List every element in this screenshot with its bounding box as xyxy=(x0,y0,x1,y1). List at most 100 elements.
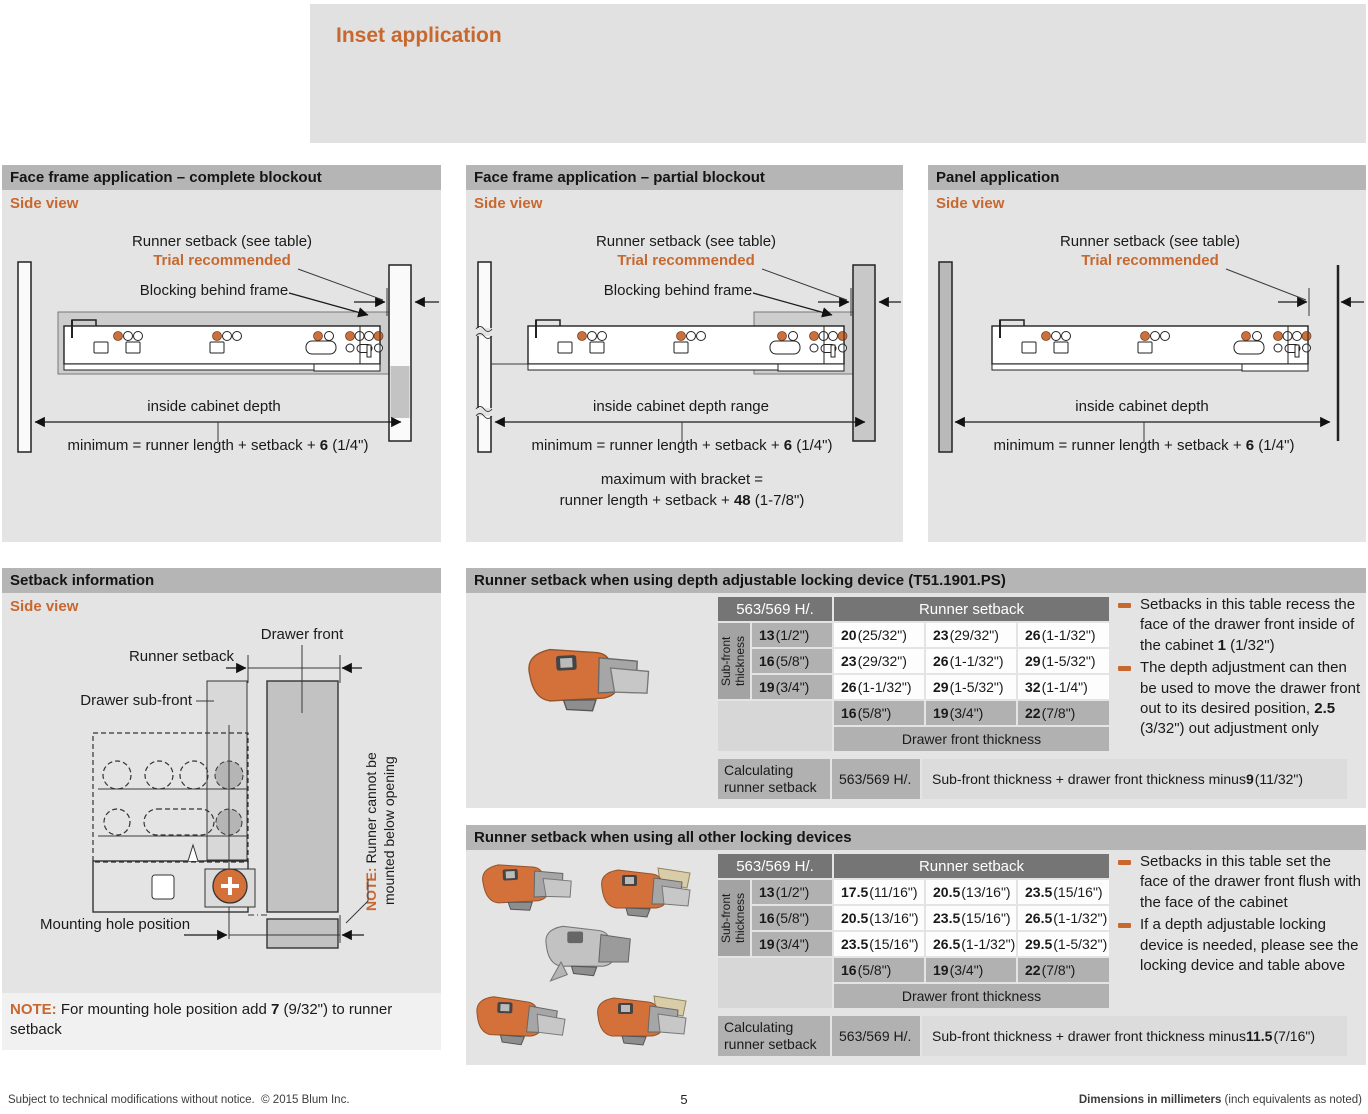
note-item: Setbacks in this table set the face of t… xyxy=(1118,852,1362,913)
setback-cell: 29 (1-5/32") xyxy=(926,675,1016,699)
front-thickness-cell: 19 (3/4") xyxy=(926,701,1016,725)
table-corner-header: 563/569 H/. xyxy=(718,597,832,621)
empty-cell xyxy=(718,958,832,1008)
side-view-label: Side view xyxy=(10,598,79,615)
drawer-subfront-label: Drawer sub-front xyxy=(80,692,193,709)
row-label: 16 (5/8") xyxy=(752,649,832,673)
panel-application: Panel application Side view Runner setba… xyxy=(928,165,1366,542)
minimum-formula: minimum = runner length + setback + 6 (1… xyxy=(532,437,833,454)
setback-cell: 23.5 (15/16") xyxy=(1018,880,1109,904)
trial-recommended-label: Trial recommended xyxy=(1081,252,1219,269)
trial-recommended-label: Trial recommended xyxy=(617,252,755,269)
calc-label: Calculating runner setback xyxy=(718,759,830,799)
row-label: 19 (3/4") xyxy=(752,675,832,699)
panel-title: Face frame application – complete blocko… xyxy=(2,165,441,190)
depth-dimension xyxy=(494,416,866,442)
setback-diagram: Runner setback Drawer front Drawer sub-f… xyxy=(40,626,397,949)
runner-setback-label: Runner setback xyxy=(129,648,235,665)
table-corner-header: 563/569 H/. xyxy=(718,854,832,878)
face-frame xyxy=(852,264,876,442)
setback-cell: 20.5 (13/16") xyxy=(926,880,1016,904)
row-label: 19 (3/4") xyxy=(752,932,832,956)
footer-right: Dimensions in millimeters (inch equivale… xyxy=(1078,1094,1362,1106)
table-body: 563/569 H/. Runner setback Sub-front thi… xyxy=(466,593,1366,808)
panel-application-diagram: Runner setback (see table) Trial recomme… xyxy=(938,233,1364,454)
row-label: 13 (1/2") xyxy=(752,880,832,904)
note-item: Setbacks in this table recess the face o… xyxy=(1118,595,1362,656)
empty-cell xyxy=(718,701,832,751)
page-title: Inset application xyxy=(336,24,502,47)
depth-dimension xyxy=(34,416,402,442)
setback-note: NOTE: For mounting hole position add 7 (… xyxy=(2,993,441,1050)
drawer-front-rect xyxy=(266,680,339,913)
table-title: Runner setback when using all other lock… xyxy=(466,825,1366,850)
calc-model: 563/569 H/. xyxy=(832,1016,920,1056)
panel-title: Panel application xyxy=(928,165,1366,190)
cam-screw xyxy=(212,868,248,904)
table-notes: Setbacks in this table set the face of t… xyxy=(1118,852,1362,978)
inside-depth-label: inside cabinet depth xyxy=(1075,398,1208,415)
setback-table: 563/569 H/. Runner setback Sub-front thi… xyxy=(718,597,1109,751)
setback-cell: 26 (1-1/32") xyxy=(926,649,1016,673)
panel-body: Side view xyxy=(2,593,441,1050)
front-thickness-cell: 22 (7/8") xyxy=(1018,701,1109,725)
setback-cell: 29 (1-5/32") xyxy=(1018,649,1109,673)
panel-break-marks xyxy=(475,326,493,419)
setback-dimension xyxy=(1225,268,1364,316)
side-view-label: Side view xyxy=(474,195,543,212)
side-view-label: Side view xyxy=(936,195,1005,212)
note-item: The depth adjustment can then be used to… xyxy=(1118,658,1362,740)
setback-cell: 29.5 (1-5/32") xyxy=(1018,932,1109,956)
note-bracket xyxy=(345,879,369,924)
subfront-thickness-label: Sub-front thickness xyxy=(718,623,750,699)
depth-dimension xyxy=(954,416,1331,442)
bullet-dash-icon xyxy=(1118,666,1131,672)
calc-label: Calculating runner setback xyxy=(718,1016,830,1056)
drawer-runner-drawing xyxy=(991,319,1312,372)
drawer-front-label: Drawer front xyxy=(261,626,344,643)
panel-body: Side view Runner setback (see table) Tri… xyxy=(928,190,1366,542)
page-number: 5 xyxy=(680,1092,688,1107)
drawer-runner-drawing xyxy=(63,319,384,372)
maximum-formula-line1: maximum with bracket = xyxy=(601,471,763,488)
inside-depth-label: inside cabinet depth range xyxy=(593,398,769,415)
runner-setback-label: Runner setback (see table) xyxy=(1060,233,1240,250)
bullet-dash-icon xyxy=(1118,603,1131,608)
panel-title: Setback information xyxy=(2,568,441,593)
locking-device-image xyxy=(527,643,652,715)
runner-setback-label: Runner setback (see table) xyxy=(132,233,312,250)
drawer-box-dashed xyxy=(92,732,249,863)
panel-setback-information: Setback information Side view xyxy=(2,568,441,1050)
profile-hook xyxy=(187,843,199,862)
minimum-formula: minimum = runner length + setback + 6 (1… xyxy=(68,437,369,454)
calculating-row: Calculating runner setback 563/569 H/. S… xyxy=(718,1016,1347,1056)
setback-cell: 20 (25/32") xyxy=(834,623,924,647)
front-thickness-cell: 16 (5/8") xyxy=(834,701,924,725)
row-label: 16 (5/8") xyxy=(752,906,832,930)
table-body: 563/569 H/. Runner setback Sub-front thi… xyxy=(466,850,1366,1065)
cabinet-back-panel xyxy=(477,261,492,453)
mounting-dimension xyxy=(184,915,364,943)
panel-complete-blockout: Face frame application – complete blocko… xyxy=(2,165,441,542)
setback-cell: 26 (1-1/32") xyxy=(834,675,924,699)
footer-left: Subject to technical modifications witho… xyxy=(8,1094,350,1106)
bullet-dash-icon xyxy=(1118,860,1131,865)
trial-recommended-label: Trial recommended xyxy=(153,252,291,269)
setback-cell: 23 (29/32") xyxy=(926,623,1016,647)
page-header: Inset application xyxy=(310,4,1366,143)
front-thickness-cell: 19 (3/4") xyxy=(926,958,1016,982)
cabinet-rail-rect xyxy=(266,918,339,949)
complete-blockout-diagram: Runner setback (see table) Trial recomme… xyxy=(17,233,439,454)
partial-blockout-diagram: Runner setback (see table) Trial recomme… xyxy=(475,233,901,509)
table-depth-adjustable-locking: Runner setback when using depth adjustab… xyxy=(466,568,1366,808)
setback-dimension xyxy=(761,268,901,316)
calculating-row: Calculating runner setback 563/569 H/. S… xyxy=(718,759,1347,799)
setback-cell: 26.5 (1-1/32") xyxy=(1018,906,1109,930)
setback-cell: 26.5 (1-1/32") xyxy=(926,932,1016,956)
cabinet-back-panel xyxy=(938,261,953,453)
runner-setback-header: Runner setback xyxy=(834,854,1109,878)
drawer-front-thickness-label: Drawer front thickness xyxy=(834,727,1109,751)
panel-body: Side view Runner setback (see table) Tri… xyxy=(2,190,441,542)
setback-table: 563/569 H/. Runner setback Sub-front thi… xyxy=(718,854,1109,1008)
setback-cell: 23.5 (15/16") xyxy=(834,932,924,956)
